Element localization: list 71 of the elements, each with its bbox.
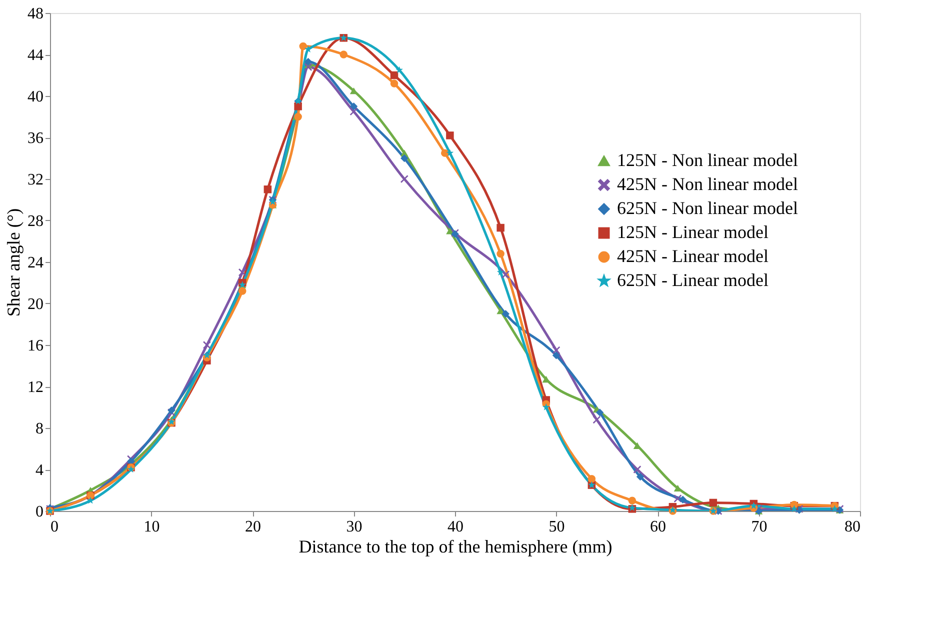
point (304, 45, 312, 52)
x-axis-title: Distance to the top of the hemisphere (mm) (298, 536, 612, 556)
y-tick-label: 48 (28, 6, 44, 22)
x-tick-label: 10 (144, 518, 160, 536)
point (831, 505, 838, 512)
point (238, 287, 246, 295)
point (238, 268, 246, 276)
point (264, 186, 272, 194)
point (400, 175, 408, 183)
legend-label: 425N - Non linear model (617, 174, 798, 194)
y-tick-label: 12 (28, 379, 44, 396)
point (496, 224, 504, 232)
point (396, 66, 403, 74)
point (588, 474, 596, 483)
y-tick-label: 16 (28, 338, 44, 354)
point (441, 149, 449, 157)
y-tick-label: 32 (28, 172, 44, 188)
point (390, 71, 398, 80)
point (446, 132, 454, 140)
point (542, 403, 550, 410)
x-tick-label: 0 (50, 518, 58, 536)
y-tick-label: 40 (28, 88, 44, 106)
point (552, 346, 560, 354)
point (628, 496, 636, 504)
point (592, 416, 601, 424)
y-tick-label: 36 (28, 130, 44, 147)
point (790, 505, 798, 512)
y-tick-label: 24 (28, 254, 44, 272)
point (633, 466, 642, 474)
legend-label: 625N - Linear model (617, 270, 768, 290)
x-tick-label: 60 (650, 518, 666, 536)
point (709, 498, 718, 507)
y-tick-label: 4 (36, 462, 44, 479)
legend-label: 425N - Linear model (617, 246, 768, 266)
y-axis-title: Shear angle (°) (4, 208, 24, 317)
x-tick-label: 20 (245, 518, 261, 536)
point (674, 494, 682, 502)
legend-label: 625N - Non linear model (617, 198, 798, 218)
point (496, 250, 504, 258)
point (86, 496, 94, 504)
legend-label: 125N - Non linear model (617, 150, 798, 170)
point (552, 352, 560, 360)
point (636, 472, 644, 481)
point (168, 406, 176, 414)
point (203, 341, 211, 349)
point (350, 108, 358, 116)
point (390, 80, 398, 88)
point (340, 50, 348, 58)
y-tick-label: 28 (28, 213, 44, 230)
y-tick-label: 20 (28, 296, 44, 313)
point (678, 496, 687, 504)
point (299, 42, 307, 50)
point (496, 268, 504, 276)
y-tick-label: 0 (36, 504, 44, 520)
point (502, 310, 510, 318)
x-tick-label: 50 (548, 518, 565, 536)
point (446, 149, 454, 156)
point (596, 408, 604, 416)
point (542, 376, 550, 383)
y-tick-label: 44 (28, 47, 44, 64)
x-tick-label: 40 (448, 518, 464, 536)
x-tick-label: 70 (751, 518, 768, 536)
x-tick-label: 30 (346, 518, 362, 536)
legend-label: 125N - Linear model (617, 222, 768, 242)
x-tick-label: 80 (844, 518, 860, 536)
point (350, 102, 358, 110)
point (304, 58, 312, 66)
point (400, 154, 408, 162)
y-tick-label: 8 (36, 420, 44, 438)
point (304, 63, 312, 71)
point (502, 270, 510, 278)
